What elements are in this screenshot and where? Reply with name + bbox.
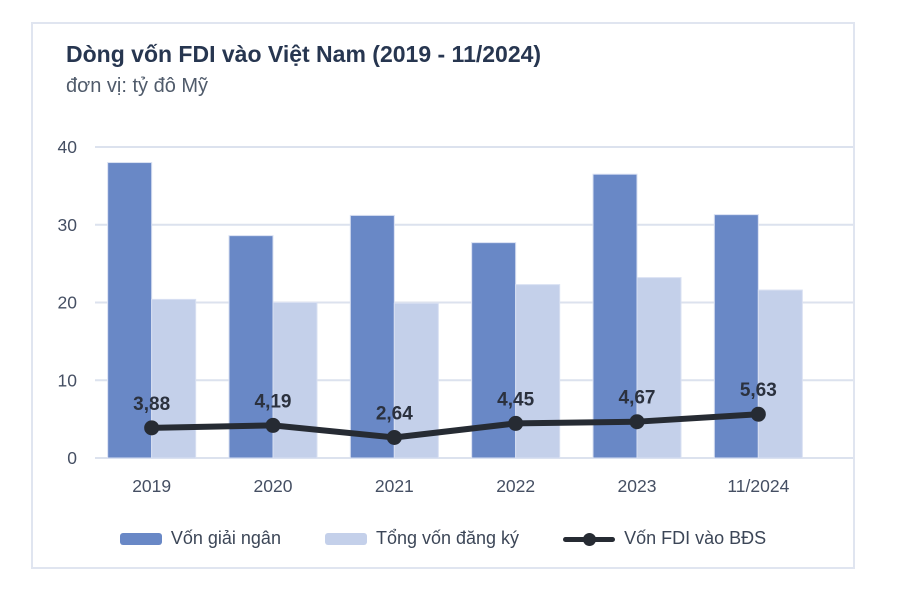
bar-disbursed-2023	[592, 173, 638, 459]
line-point-2023	[629, 414, 645, 430]
data-label-2020: 4,19	[255, 391, 292, 412]
line-point-2020	[265, 417, 281, 433]
bar-disbursed-2019	[107, 162, 153, 459]
chart-card: 0 10 20 30 40 2019 2020 2021 2022 2023 11/2024 3,88…	[31, 22, 855, 569]
line-point-2022	[508, 415, 524, 431]
chart-unit-label: đơn vị: tỷ đô Mỹ	[66, 74, 209, 97]
data-label-2021: 2,64	[376, 403, 413, 424]
x-tick-label-2019: 2019	[132, 476, 171, 496]
x-tick-label-2020: 2020	[254, 476, 293, 496]
legend-item-disbursed: Vốn giải ngân	[119, 528, 281, 549]
data-label-2022: 4,45	[497, 389, 534, 410]
line-point-2021	[386, 429, 402, 445]
bar-registered-2020	[272, 302, 318, 459]
chart-legend: Vốn giải ngân Tổng vốn đăng ký Vốn FDI v…	[33, 528, 853, 549]
line-point-11/2024	[750, 406, 766, 422]
legend-label-disbursed: Vốn giải ngân	[170, 528, 281, 548]
line-point-2019	[144, 420, 160, 436]
chart-plot-area: 0 10 20 30 40 2019 2020 2021 2022 2023 11/2024 3,88…	[58, 137, 853, 496]
bar-registered-2019	[151, 298, 197, 459]
chart-title: Dòng vốn FDI vào Việt Nam (2019 - 11/202…	[66, 41, 542, 67]
y-tick-label-40: 40	[58, 137, 78, 157]
y-tick-label-10: 10	[58, 370, 78, 390]
legend-label-fdi-realestate: Vốn FDI vào BĐS	[624, 528, 767, 548]
x-tick-label-11/2024: 11/2024	[727, 476, 789, 496]
line-series-marker-icon	[563, 532, 616, 546]
y-tick-label-0: 0	[67, 448, 77, 468]
y-tick-label-30: 30	[58, 215, 78, 235]
data-label-2019: 3,88	[133, 394, 170, 415]
bar-disbursed-11/2024	[713, 214, 759, 459]
x-tick-label-2022: 2022	[496, 476, 535, 496]
data-label-11/2024: 5,63	[740, 380, 777, 401]
data-label-2023: 4,67	[619, 388, 656, 409]
registered-capital-swatch-icon	[324, 532, 367, 545]
disbursed-capital-swatch-icon	[119, 532, 162, 545]
bar-registered-11/2024	[757, 289, 803, 459]
legend-item-registered: Tổng vốn đăng ký	[324, 528, 520, 549]
bar-disbursed-2020	[228, 235, 274, 459]
legend-item-fdi-realestate: Vốn FDI vào BĐS	[563, 528, 766, 549]
chart-header: Dòng vốn FDI vào Việt Nam (2019 - 11/202…	[66, 40, 541, 100]
y-tick-label-20: 20	[58, 293, 78, 313]
bar-registered-2023	[636, 277, 682, 459]
bar-disbursed-2021	[349, 214, 395, 459]
x-tick-label-2023: 2023	[618, 476, 657, 496]
legend-label-registered: Tổng vốn đăng ký	[375, 528, 520, 548]
x-tick-label-2021: 2021	[375, 476, 414, 496]
bar-registered-2022	[515, 284, 561, 459]
line-fdi-realestate	[148, 411, 762, 441]
